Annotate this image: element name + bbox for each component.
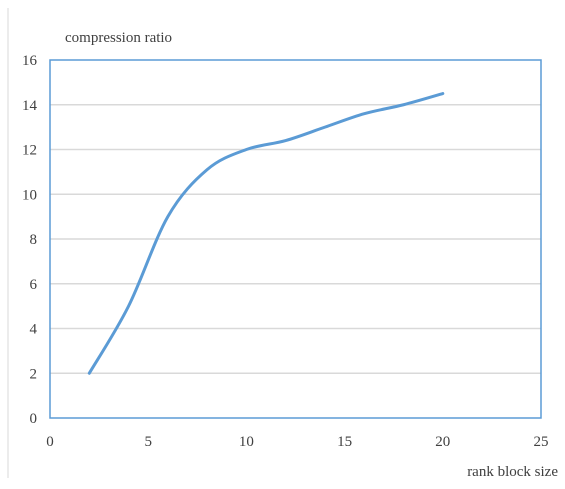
x-tick-label: 5: [144, 434, 152, 450]
x-tick-label: 25: [534, 434, 549, 450]
y-tick-label: 0: [30, 411, 38, 427]
plot-frame: [49, 59, 542, 419]
x-tick-label: 20: [435, 434, 450, 450]
y-tick-label: 14: [22, 98, 38, 114]
x-tick-label: 10: [239, 434, 254, 450]
y-tick-label: 4: [30, 322, 38, 338]
gridlines: [50, 104, 541, 374]
y-tick-label: 16: [22, 53, 38, 69]
y-tick-label: 6: [30, 277, 38, 293]
y-axis-title: compression ratio: [65, 30, 172, 46]
y-tick-label: 8: [30, 232, 38, 248]
series-layer: [87, 92, 445, 375]
x-axis-title: rank block size: [467, 464, 558, 480]
y-tick-label: 12: [22, 143, 37, 159]
y-tick-labels: 0 2 4 6 8 10 12 14 16: [22, 53, 38, 427]
x-tick-label: 15: [337, 434, 352, 450]
x-tick-labels: 0 5 10 15 20 25: [46, 434, 548, 450]
y-tick-label: 2: [30, 366, 38, 382]
x-tick-label: 0: [46, 434, 54, 450]
y-tick-label: 10: [22, 187, 37, 203]
series-line: [87, 92, 445, 375]
